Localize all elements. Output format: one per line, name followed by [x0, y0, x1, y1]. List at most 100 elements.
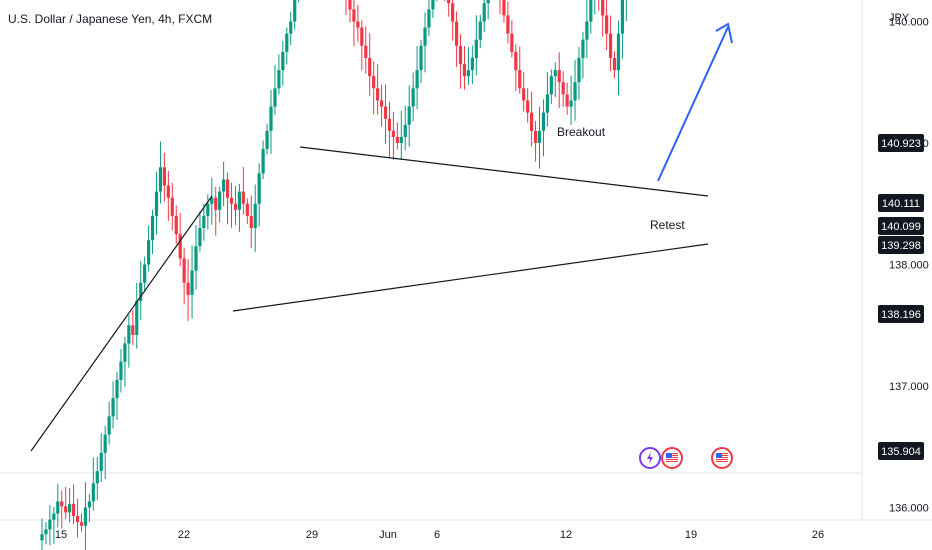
candle [198, 211, 202, 252]
candle-body [427, 9, 431, 28]
candle-body [166, 185, 170, 198]
candle [71, 484, 76, 525]
price-level-tag: 140.111 [878, 194, 924, 212]
price-axis[interactable]: 136.000137.000138.000139.000140.000JPY14… [878, 0, 929, 515]
candle [561, 71, 565, 107]
price-level-tag: 139.298 [878, 236, 924, 254]
candle [111, 381, 115, 429]
candle-body [462, 64, 467, 77]
candle [277, 54, 281, 95]
candle-body [87, 501, 91, 508]
candle-body [111, 398, 115, 417]
candle-body [56, 501, 60, 514]
svg-text:139.298: 139.298 [881, 240, 921, 252]
candle [549, 69, 553, 104]
candle-body [147, 240, 151, 265]
candle-body [186, 282, 190, 295]
candle [249, 195, 253, 249]
candle-body [174, 215, 178, 235]
candle-body [585, 21, 589, 40]
candle [605, 0, 609, 51]
candle [436, 0, 438, 2]
y-tick-label: 137.000 [889, 381, 929, 393]
candle-body [202, 215, 206, 229]
candle [79, 513, 84, 532]
candle-body [561, 82, 565, 95]
candle-body [222, 179, 226, 192]
candle-body [569, 100, 573, 107]
candle [616, 20, 621, 96]
candle-body [387, 118, 392, 131]
candle [40, 518, 44, 550]
y-tick-label: 136.000 [889, 503, 929, 515]
candle [364, 26, 368, 74]
candle-body [510, 33, 514, 52]
candle [352, 0, 356, 47]
candle [454, 11, 459, 67]
candle [237, 184, 242, 233]
candle-body [48, 519, 52, 530]
economic-events[interactable] [639, 447, 733, 469]
candle-body [470, 57, 474, 71]
candle-body [198, 228, 202, 247]
candle-body [103, 434, 107, 453]
candle [127, 315, 131, 368]
candle [210, 177, 214, 225]
candle-body [95, 471, 99, 484]
candle [154, 171, 159, 235]
annotation-label: Breakout [557, 125, 606, 139]
candle [444, 0, 446, 2]
candle-body [99, 452, 103, 472]
candle-body [391, 130, 396, 137]
candle-body [115, 379, 119, 399]
candle-body [522, 88, 526, 101]
event-us-flag-icon [661, 447, 683, 469]
candle-body [506, 15, 510, 34]
candle-body [241, 191, 245, 204]
time-axis[interactable]: 15 22 29 Jun 6 12 19 26 [55, 529, 824, 541]
candle [222, 161, 226, 207]
candle-body [605, 15, 609, 34]
candle [526, 88, 530, 123]
candle-body [502, 0, 506, 16]
candle-body [249, 215, 253, 229]
candle [245, 198, 249, 225]
candle-body [253, 203, 257, 229]
candle [206, 194, 210, 230]
candle [499, 0, 501, 15]
candle-body [218, 191, 222, 210]
svg-text:138.196: 138.196 [881, 309, 921, 321]
candle [594, 0, 596, 15]
candle [573, 60, 577, 121]
projection-arrow-head [715, 22, 733, 44]
candle-body [127, 325, 131, 344]
candle-body [454, 21, 459, 46]
candle [478, 14, 482, 49]
candle [115, 371, 119, 420]
candle-body [581, 39, 585, 58]
candle-body [79, 522, 84, 526]
chart-grid [0, 0, 932, 521]
candle [379, 84, 384, 127]
x-tick-label: 29 [306, 529, 318, 541]
trendline-drawings[interactable]: Breakout Retest [0, 0, 862, 452]
candle-body [403, 124, 407, 137]
candle-body [447, 0, 451, 4]
candle-body [119, 361, 123, 380]
candle [462, 46, 467, 90]
candle-body [530, 112, 534, 131]
candle [68, 488, 72, 523]
candle [407, 85, 411, 147]
candle-body [415, 70, 419, 89]
x-tick-label: 12 [560, 529, 572, 541]
candle [522, 71, 526, 112]
candle [64, 487, 68, 519]
candle-body [431, 0, 435, 10]
candle [356, 5, 360, 42]
candle-body [68, 503, 72, 513]
candle-body [620, 0, 625, 34]
candle [170, 182, 174, 231]
candle-body [549, 76, 553, 95]
candle [257, 163, 261, 227]
